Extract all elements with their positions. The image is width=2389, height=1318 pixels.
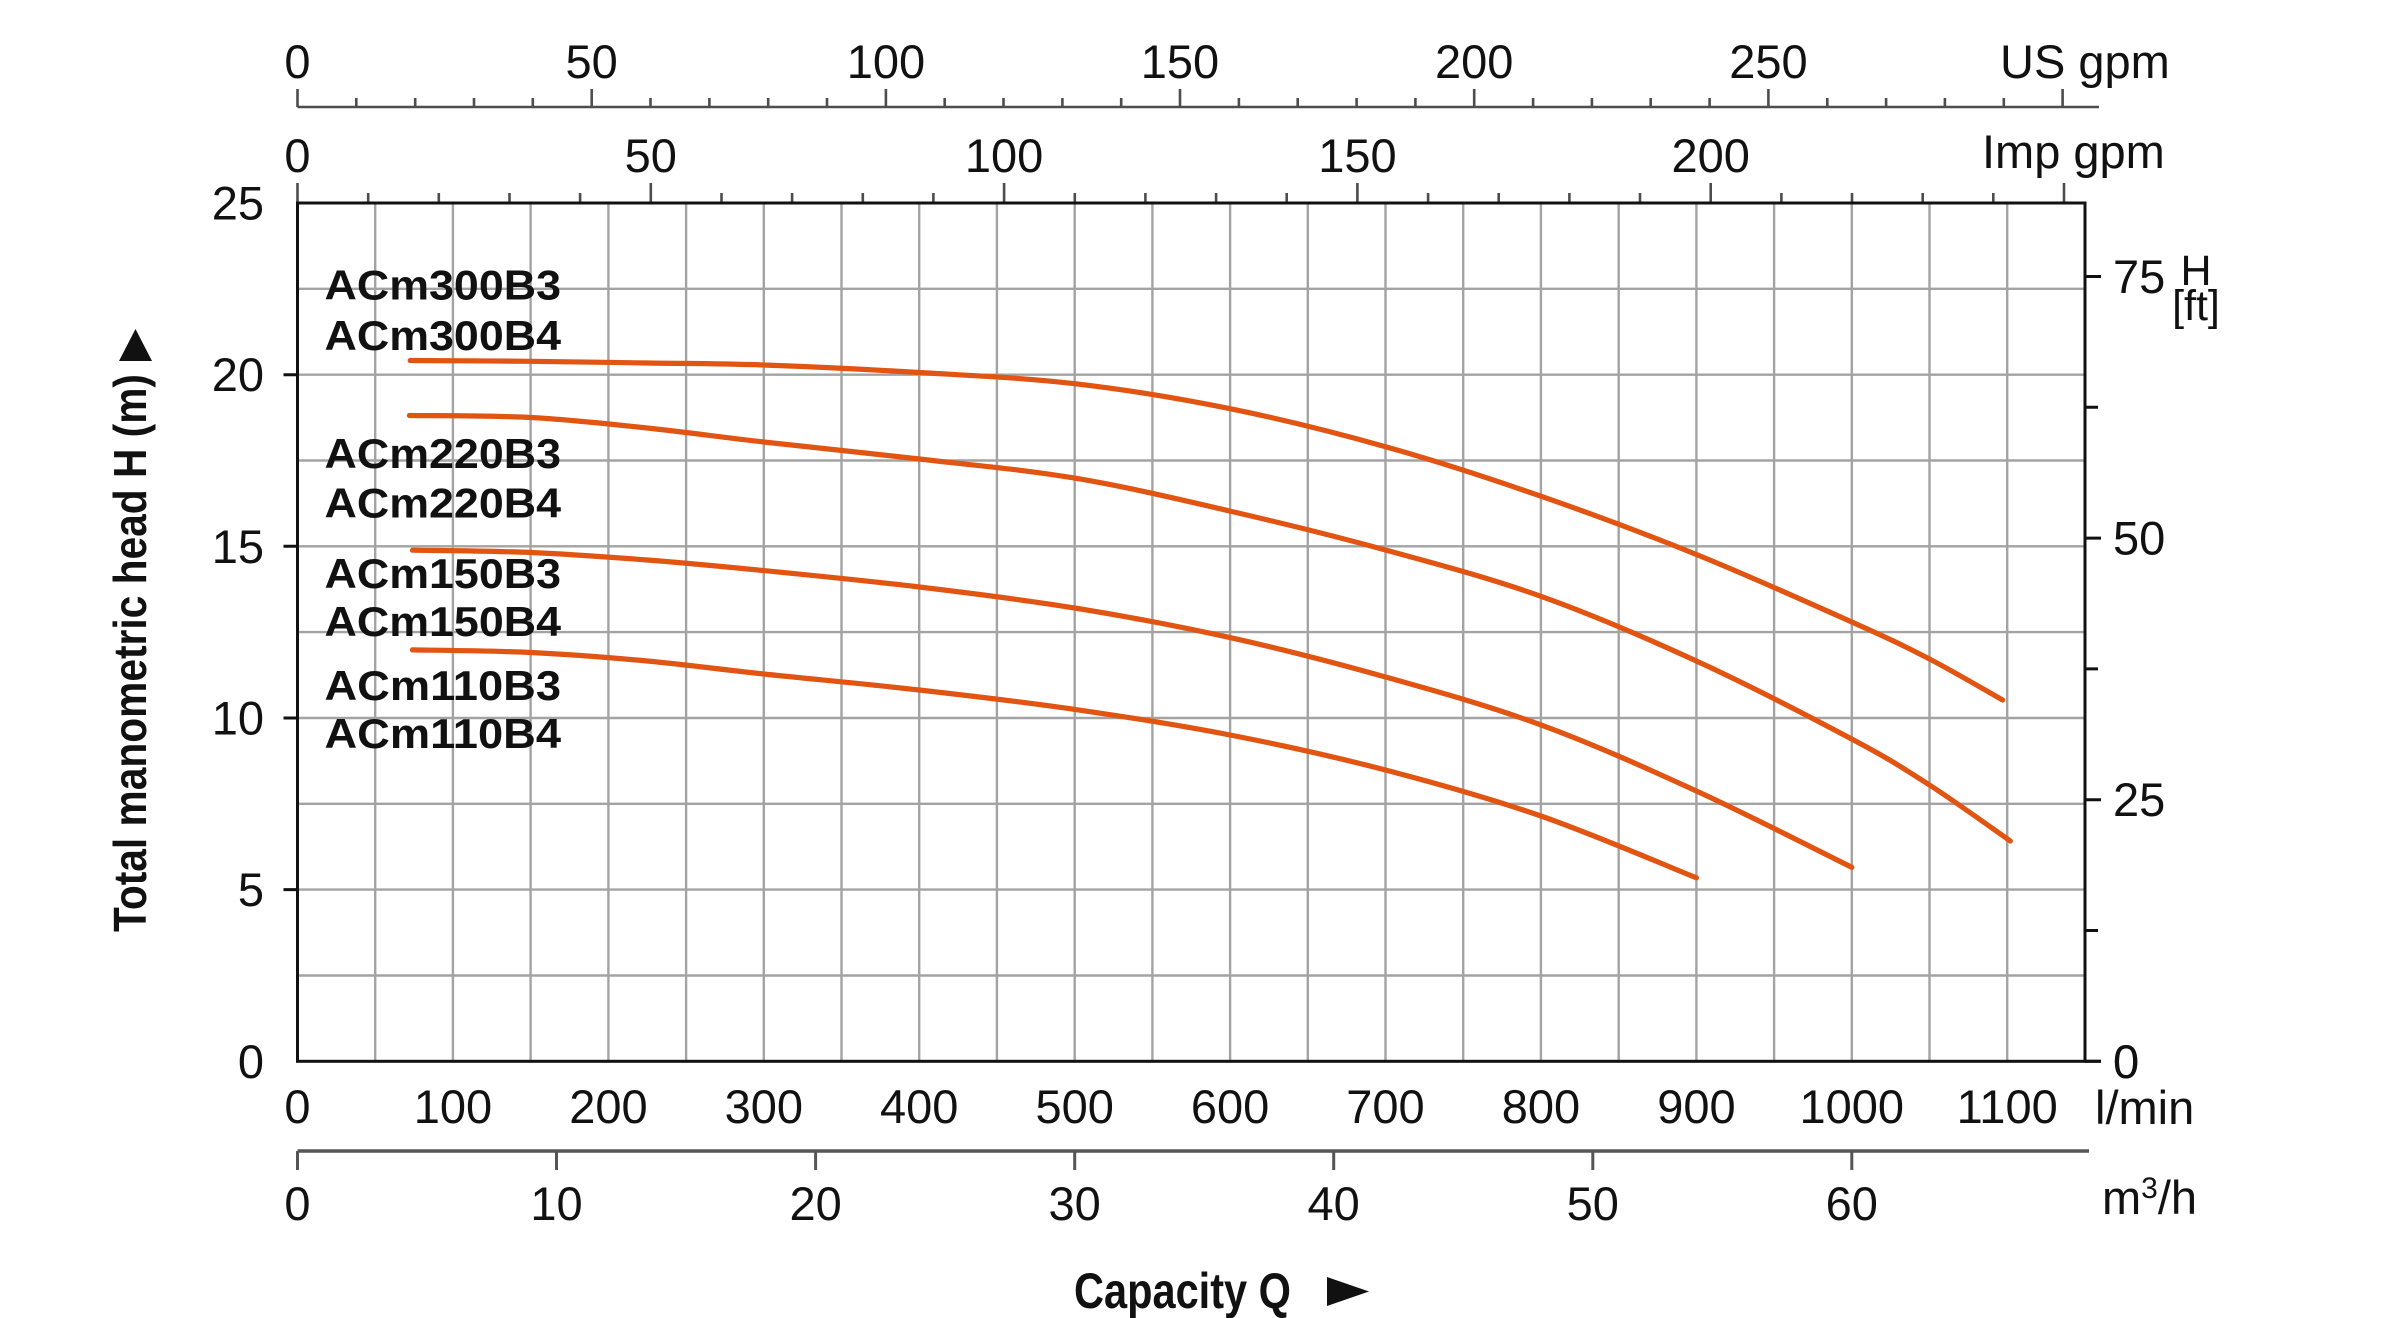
svg-text:Imp gpm: Imp gpm xyxy=(1982,125,2165,178)
svg-text:0: 0 xyxy=(2113,1035,2139,1088)
svg-text:200: 200 xyxy=(569,1080,647,1133)
svg-text:900: 900 xyxy=(1657,1080,1735,1133)
svg-text:75: 75 xyxy=(2113,250,2165,303)
svg-text:30: 30 xyxy=(1049,1177,1101,1230)
svg-text:150: 150 xyxy=(1318,129,1396,182)
svg-text:ACm150B4: ACm150B4 xyxy=(325,598,562,645)
svg-text:1100: 1100 xyxy=(1957,1080,2058,1133)
svg-text:60: 60 xyxy=(1826,1177,1878,1230)
svg-text:700: 700 xyxy=(1346,1080,1424,1133)
svg-text:ACm300B4: ACm300B4 xyxy=(325,312,562,359)
svg-text:ACm220B4: ACm220B4 xyxy=(325,480,562,527)
svg-text:200: 200 xyxy=(1671,129,1749,182)
svg-text:[ft]: [ft] xyxy=(2172,282,2220,330)
svg-text:50: 50 xyxy=(2113,512,2165,565)
svg-text:Total manometric head H (m): Total manometric head H (m) xyxy=(104,374,156,932)
svg-text:15: 15 xyxy=(212,520,264,573)
svg-text:0: 0 xyxy=(284,1177,310,1230)
svg-text:100: 100 xyxy=(965,129,1043,182)
svg-text:0: 0 xyxy=(2113,1035,2139,1088)
svg-text:20: 20 xyxy=(212,348,264,401)
svg-text:250: 250 xyxy=(1729,35,1807,88)
svg-text:100: 100 xyxy=(847,35,925,88)
svg-text:100: 100 xyxy=(414,1080,492,1133)
svg-text:ACm220B3: ACm220B3 xyxy=(325,430,562,477)
svg-text:ACm300B3: ACm300B3 xyxy=(325,262,562,309)
svg-text:0: 0 xyxy=(284,1080,310,1133)
svg-text:25: 25 xyxy=(2113,773,2165,826)
svg-text:Capacity Q: Capacity Q xyxy=(1074,1263,1291,1318)
svg-text:20: 20 xyxy=(789,1177,841,1230)
svg-text:10: 10 xyxy=(530,1177,582,1230)
svg-text:ACm110B4: ACm110B4 xyxy=(325,710,562,757)
svg-text:50: 50 xyxy=(1567,1177,1619,1230)
svg-text:25: 25 xyxy=(212,177,264,230)
svg-text:200: 200 xyxy=(1435,35,1513,88)
svg-text:800: 800 xyxy=(1502,1080,1580,1133)
svg-text:10: 10 xyxy=(212,692,264,745)
svg-text:l/min: l/min xyxy=(2095,1081,2194,1134)
svg-text:US gpm: US gpm xyxy=(2000,35,2170,88)
svg-text:ACm110B3: ACm110B3 xyxy=(325,662,562,709)
svg-text:150: 150 xyxy=(1141,35,1219,88)
svg-text:H: H xyxy=(2180,247,2211,295)
svg-text:300: 300 xyxy=(725,1080,803,1133)
svg-text:0: 0 xyxy=(238,1035,264,1088)
svg-text:50: 50 xyxy=(566,35,618,88)
svg-text:1000: 1000 xyxy=(1800,1080,1905,1133)
svg-text:600: 600 xyxy=(1191,1080,1269,1133)
svg-text:400: 400 xyxy=(880,1080,958,1133)
svg-text:0: 0 xyxy=(284,35,310,88)
svg-text:50: 50 xyxy=(625,129,677,182)
svg-text:0: 0 xyxy=(284,129,310,182)
svg-text:40: 40 xyxy=(1308,1177,1360,1230)
svg-text:5: 5 xyxy=(238,863,264,916)
svg-text:ACm150B3: ACm150B3 xyxy=(325,550,562,597)
svg-text:500: 500 xyxy=(1035,1080,1113,1133)
